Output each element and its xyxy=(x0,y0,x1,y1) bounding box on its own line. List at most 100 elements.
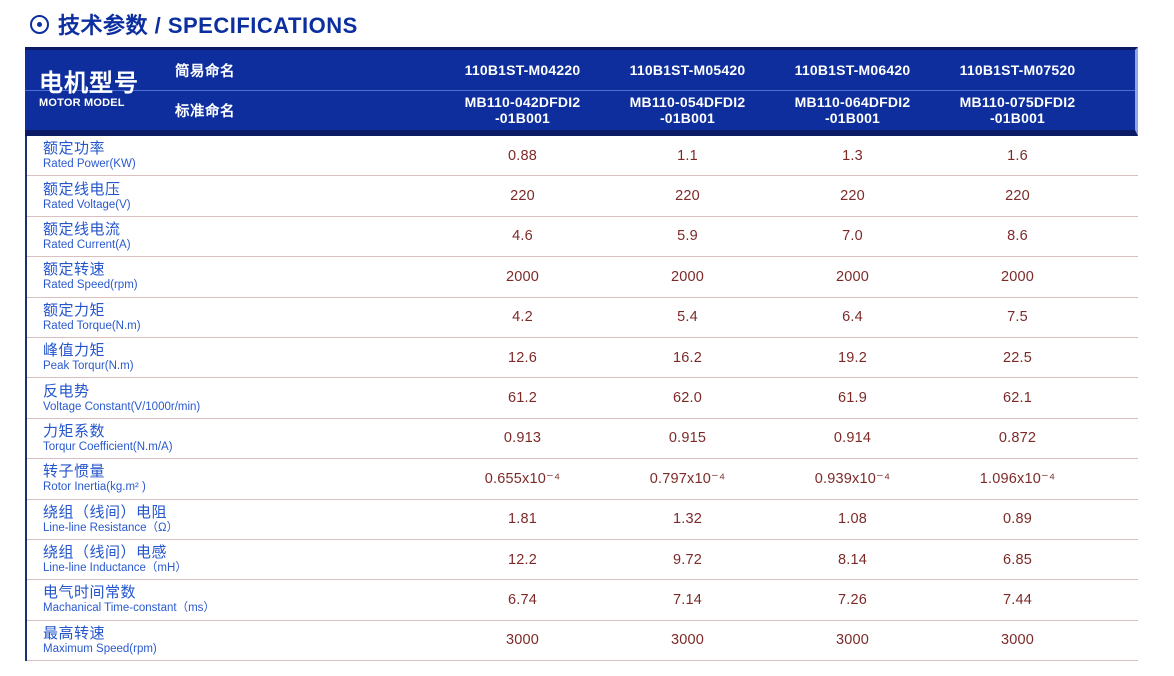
spec-value: 1.1 xyxy=(677,147,698,164)
spec-value: 2000 xyxy=(505,268,540,285)
row-label-zh: 额定转速 xyxy=(43,261,106,279)
spec-value: 2000 xyxy=(835,268,870,285)
spec-value: 1.6 xyxy=(1007,147,1028,164)
spec-value: 16.2 xyxy=(672,349,703,366)
standard-name-line2: -01B001 xyxy=(659,110,716,126)
spec-value: 7.14 xyxy=(672,591,703,608)
circle-dot-icon xyxy=(30,14,49,34)
spec-value: 7.26 xyxy=(837,591,868,608)
column-header-standard: MB110-054DFDI2 -01B001 xyxy=(605,90,770,130)
spec-value: 0.797x10⁻⁴ xyxy=(649,470,726,487)
table-row: 反电势 Voltage Constant(V/1000r/min) 61.2 6… xyxy=(27,378,1138,419)
spec-value: 6.74 xyxy=(507,591,538,608)
row-label: 峰值力矩 Peak Torqur(N.m) xyxy=(27,338,440,377)
spec-value: 12.2 xyxy=(507,551,538,568)
spec-value: 8.6 xyxy=(1007,228,1028,245)
standard-name-line1: MB110-075DFDI2 xyxy=(959,94,1076,110)
simple-name-label: 简易命名 xyxy=(175,63,235,80)
standard-name-line2: -01B001 xyxy=(824,110,881,126)
column-header-simple: 110B1ST-M04220 xyxy=(464,62,581,78)
row-label-en: Rotor Inertia(kg.m² ) xyxy=(43,481,146,494)
spec-value: 5.9 xyxy=(677,228,698,245)
row-label-zh: 转子惯量 xyxy=(43,463,106,481)
row-label-en: Line-line Inductance（mH） xyxy=(43,562,187,575)
page-title-text: 技术参数 / SPECIFICATIONS xyxy=(58,13,358,38)
spec-value: 4.2 xyxy=(512,309,533,326)
spec-value: 1.81 xyxy=(507,511,538,528)
row-label: 绕组（线间）电感 Line-line Inductance（mH） xyxy=(27,540,440,579)
column-header-simple: 110B1ST-M05420 xyxy=(629,62,746,78)
standard-name-label: 标准命名 xyxy=(175,103,235,120)
row-label-en: Rated Current(A) xyxy=(43,238,131,251)
spec-value: 1.3 xyxy=(842,147,863,164)
table-row: 电气时间常数 Machanical Time-constant（ms） 6.74… xyxy=(27,580,1138,621)
spec-value: 22.5 xyxy=(1002,349,1033,366)
table-row: 转子惯量 Rotor Inertia(kg.m² ) 0.655x10⁻⁴ 0.… xyxy=(27,459,1138,500)
spec-value: 8.14 xyxy=(837,551,868,568)
table-row: 额定线电压 Rated Voltage(V) 220 220 220 220 xyxy=(27,176,1138,217)
row-label: 额定力矩 Rated Torque(N.m) xyxy=(27,298,440,337)
table-row: 最高转速 Maximum Speed(rpm) 3000 3000 3000 3… xyxy=(27,620,1138,662)
spec-value: 3000 xyxy=(670,632,705,649)
row-label-en: Peak Torqur(N.m) xyxy=(43,360,134,373)
row-label-zh: 额定线电流 xyxy=(43,220,121,238)
spec-value: 7.44 xyxy=(1002,591,1033,608)
spec-value: 7.0 xyxy=(842,228,863,245)
row-label-zh: 额定线电压 xyxy=(43,180,121,198)
row-label: 力矩系数 Torqur Coefficient(N.m/A) xyxy=(27,419,440,458)
spec-value: 0.913 xyxy=(503,430,542,447)
spec-value: 12.6 xyxy=(507,349,538,366)
header-divider-line xyxy=(25,90,1135,91)
specifications-table: 电机型号 MOTOR MODEL 简易命名 标准命名 110B1ST-M0422… xyxy=(25,47,1138,662)
standard-name-line2: -01B001 xyxy=(494,110,551,126)
spec-value: 0.939x10⁻⁴ xyxy=(814,470,891,487)
column-header-simple: 110B1ST-M06420 xyxy=(794,62,911,78)
spec-value: 1.096x10⁻⁴ xyxy=(979,470,1056,487)
row-label-zh: 绕组（线间）电阻 xyxy=(43,503,168,521)
row-label-zh: 绕组（线间）电感 xyxy=(43,544,168,562)
spec-value: 19.2 xyxy=(837,349,868,366)
row-label: 反电势 Voltage Constant(V/1000r/min) xyxy=(27,378,440,417)
motor-model-cell: 电机型号 MOTOR MODEL xyxy=(25,50,150,130)
spec-value: 3000 xyxy=(505,632,540,649)
row-label-zh: 电气时间常数 xyxy=(43,584,137,602)
row-label-zh: 峰值力矩 xyxy=(43,342,106,360)
spec-value: 0.655x10⁻⁴ xyxy=(484,470,561,487)
row-label: 绕组（线间）电阻 Line-line Resistance（Ω） xyxy=(27,500,440,539)
spec-value: 9.72 xyxy=(672,551,703,568)
spec-value: 0.872 xyxy=(998,430,1037,447)
row-label-en: Line-line Resistance（Ω） xyxy=(43,521,179,534)
row-label-zh: 最高转速 xyxy=(43,624,106,642)
table-row: 绕组（线间）电感 Line-line Inductance（mH） 12.2 9… xyxy=(27,539,1138,581)
column-header-standard: MB110-042DFDI2 -01B001 xyxy=(440,90,605,130)
row-label: 额定线电流 Rated Current(A) xyxy=(27,217,440,256)
spec-value: 0.915 xyxy=(668,430,707,447)
spec-value: 0.914 xyxy=(833,430,872,447)
spec-value: 61.9 xyxy=(837,390,868,407)
row-label-en: Rated Power(KW) xyxy=(43,158,136,171)
spec-value: 1.32 xyxy=(672,511,703,528)
column-header-standard: MB110-064DFDI2 -01B001 xyxy=(770,90,935,130)
spec-value: 0.88 xyxy=(507,147,538,164)
table-row: 额定力矩 Rated Torque(N.m) 4.2 5.4 6.4 7.5 xyxy=(27,297,1138,338)
spec-value: 5.4 xyxy=(677,309,698,326)
spec-value: 62.0 xyxy=(672,390,703,407)
row-label-en: Maximum Speed(rpm) xyxy=(43,642,157,655)
spec-value: 4.6 xyxy=(512,228,533,245)
row-label-zh: 力矩系数 xyxy=(43,422,106,440)
table-row: 峰值力矩 Peak Torqur(N.m) 12.6 16.2 19.2 22.… xyxy=(27,337,1138,379)
table-row: 绕组（线间）电阻 Line-line Resistance（Ω） 1.81 1.… xyxy=(27,499,1138,540)
table-row: 力矩系数 Torqur Coefficient(N.m/A) 0.913 0.9… xyxy=(27,418,1138,460)
spec-value: 62.1 xyxy=(1002,390,1033,407)
motor-model-label-en: MOTOR MODEL xyxy=(39,97,125,109)
spec-value: 0.89 xyxy=(1002,511,1033,528)
spec-value: 61.2 xyxy=(507,390,538,407)
spec-value: 2000 xyxy=(1000,268,1035,285)
spec-value: 7.5 xyxy=(1007,309,1028,326)
standard-name-line1: MB110-054DFDI2 xyxy=(629,94,746,110)
table-row: 额定转速 Rated Speed(rpm) 2000 2000 2000 200… xyxy=(27,257,1138,298)
standard-name-line2: -01B001 xyxy=(989,110,1046,126)
row-label-zh: 反电势 xyxy=(43,382,90,400)
table-row: 额定线电流 Rated Current(A) 4.6 5.9 7.0 8.6 xyxy=(27,216,1138,258)
row-label-en: Rated Voltage(V) xyxy=(43,198,131,211)
